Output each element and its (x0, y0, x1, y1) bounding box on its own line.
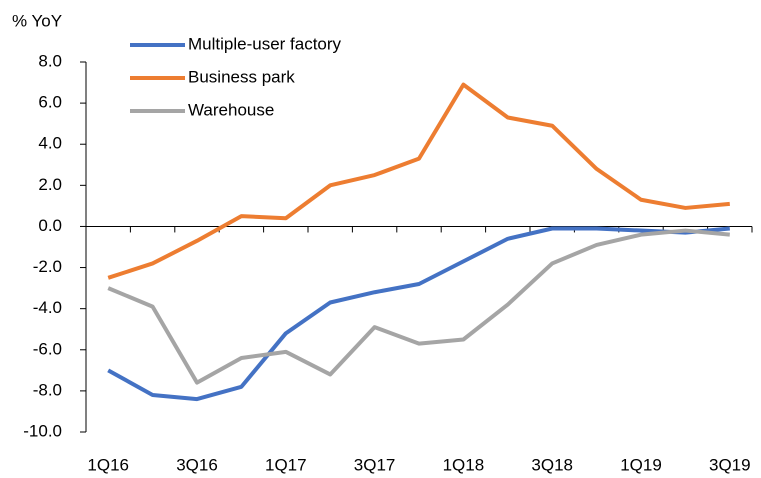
y-tick-label: 0.0 (38, 216, 62, 235)
x-tick-label: 1Q18 (443, 455, 485, 474)
legend-label: Business park (188, 67, 295, 86)
x-tick-label: 1Q17 (265, 455, 307, 474)
legend-label: Multiple-user factory (188, 34, 342, 53)
x-tick-label: 3Q17 (354, 455, 396, 474)
series-line (107, 228, 730, 385)
x-tick-label: 3Q19 (709, 455, 751, 474)
x-tick-label: 1Q16 (87, 455, 129, 474)
y-tick-label: -6.0 (33, 339, 62, 358)
y-tick-label: -4.0 (33, 298, 62, 317)
y-tick-label: 6.0 (38, 93, 62, 112)
x-tick-label: 3Q16 (176, 455, 218, 474)
legend-label: Warehouse (188, 100, 274, 119)
y-tick-label: 4.0 (38, 134, 62, 153)
y-tick-label: 2.0 (38, 175, 62, 194)
series-line (107, 226, 730, 402)
series-line (107, 82, 730, 280)
y-tick-label: 8.0 (38, 51, 62, 70)
y-tick-label: -10.0 (23, 421, 62, 440)
x-tick-label: 1Q19 (620, 455, 662, 474)
y-tick-label: -2.0 (33, 257, 62, 276)
y-tick-label: -8.0 (33, 380, 62, 399)
y-axis-label: % YoY (12, 11, 62, 30)
x-tick-label: 3Q18 (531, 455, 573, 474)
